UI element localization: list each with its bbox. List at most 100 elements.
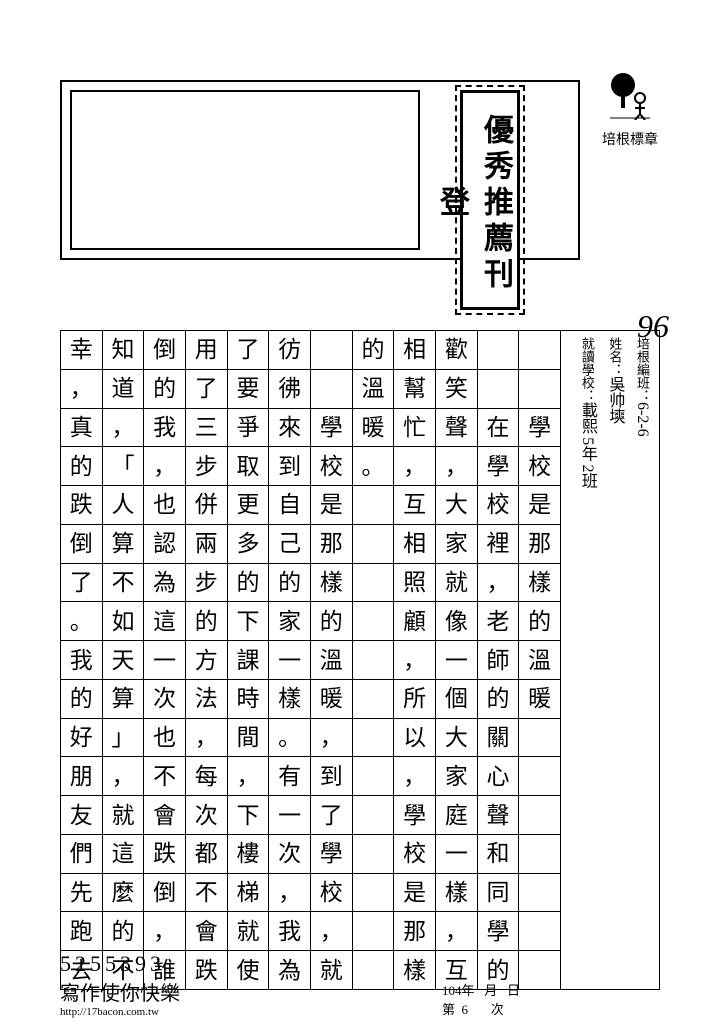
grid-cell: 以 xyxy=(394,719,435,758)
grid-cell: 次 xyxy=(144,680,185,719)
grid-cell: 了 xyxy=(228,331,269,370)
grid-cell: 的 xyxy=(61,447,102,486)
grid-cell: 會 xyxy=(186,912,227,951)
grid-cell: 次 xyxy=(186,796,227,835)
serial-number: 5255393 xyxy=(60,951,660,977)
grid-cell: ， xyxy=(394,757,435,796)
grid-cell xyxy=(353,796,394,835)
grid-cell: 那 xyxy=(394,912,435,951)
grid-cell: 跌 xyxy=(144,835,185,874)
grid-column: 相幫忙，互相照顧，所以，學校是那樣 xyxy=(393,330,435,990)
grid-cell: ， xyxy=(269,874,310,913)
grid-cell: 聲 xyxy=(436,409,477,448)
recommendation-stamp: 優秀推薦刊登 xyxy=(460,90,520,310)
grid-cell xyxy=(353,641,394,680)
grid-cell xyxy=(353,525,394,564)
grid-cell: 己 xyxy=(269,525,310,564)
grid-cell: 的 xyxy=(478,680,519,719)
page-footer: 5255393 寫作使你快樂 http://17bacon.com.tw 104… xyxy=(60,951,660,1018)
grid-cell: 的 xyxy=(61,680,102,719)
grid-cell: 會 xyxy=(144,796,185,835)
grid-cell: 家 xyxy=(269,602,310,641)
grid-cell xyxy=(353,680,394,719)
grid-cell: 跑 xyxy=(61,912,102,951)
grid-cell: 像 xyxy=(436,602,477,641)
grid-cell: 互 xyxy=(394,486,435,525)
grid-cell: 。 xyxy=(61,602,102,641)
grid-cell: 大 xyxy=(436,486,477,525)
grid-cell: 一 xyxy=(269,796,310,835)
grid-cell: 一 xyxy=(436,835,477,874)
grid-cell: 我 xyxy=(144,409,185,448)
grid-cell xyxy=(353,719,394,758)
grid-cell: 相 xyxy=(394,331,435,370)
grid-column: 學校是那樣的溫暖 xyxy=(518,330,560,990)
grid-cell: 知 xyxy=(103,331,144,370)
grid-column: 的溫暖。 xyxy=(352,330,394,990)
grid-cell: 溫 xyxy=(519,641,560,680)
grid-cell: 步 xyxy=(186,447,227,486)
grid-cell: 更 xyxy=(228,486,269,525)
grid-cell xyxy=(519,796,560,835)
badge-label: 培根標章 xyxy=(600,129,660,149)
grid-cell xyxy=(519,719,560,758)
grid-column: 了要爭取更多的下課時間，下樓梯就使 xyxy=(227,330,269,990)
manuscript-grid: 96 培根編班：6-2-6 姓名：吳帅塽 就讀學校：載熙 5年 2班 學校是那樣… xyxy=(60,330,660,990)
grid-cell: 是 xyxy=(311,486,352,525)
grid-cell: 暖 xyxy=(519,680,560,719)
grid-cell: 的 xyxy=(228,564,269,603)
grid-cell: 到 xyxy=(269,447,310,486)
grid-cell xyxy=(311,331,352,370)
grid-cell: 相 xyxy=(394,525,435,564)
grid-cell xyxy=(519,835,560,874)
grid-cell: 彿 xyxy=(269,370,310,409)
grid-cell: 學 xyxy=(394,796,435,835)
grid-cell: 認 xyxy=(144,525,185,564)
grid-cell: ， xyxy=(478,564,519,603)
grid-cell: 和 xyxy=(478,835,519,874)
grid-cell: 了 xyxy=(311,796,352,835)
grid-cell: 老 xyxy=(478,602,519,641)
grid-cell: 樣 xyxy=(311,564,352,603)
grid-cell: ， xyxy=(144,912,185,951)
grid-cell: 忙 xyxy=(394,409,435,448)
grid-cell: 溫 xyxy=(311,641,352,680)
inner-frame xyxy=(70,90,420,250)
grid-cell: ， xyxy=(228,757,269,796)
grid-cell: 道 xyxy=(103,370,144,409)
grid-cell: 校 xyxy=(478,486,519,525)
grid-cell: 的 xyxy=(519,602,560,641)
grid-column: 彷彿來到自己的家一樣。有一次，我為 xyxy=(268,330,310,990)
grid-cell: 就 xyxy=(103,796,144,835)
grid-cell: 友 xyxy=(61,796,102,835)
grid-cell: 們 xyxy=(61,835,102,874)
grid-cell: 一 xyxy=(144,641,185,680)
grid-cell xyxy=(353,912,394,951)
worksheet-page: 優秀推薦刊登 培根標章 96 培根編班：6-2-6 姓名：吳帅塽 xyxy=(60,70,660,270)
grid-column: 幸，真的跌倒了。我的好朋友們先跑去 xyxy=(60,330,102,990)
grid-cell: 的 xyxy=(103,912,144,951)
grid-cell: 家 xyxy=(436,525,477,564)
grid-cell: 學 xyxy=(478,447,519,486)
grid-cell xyxy=(353,874,394,913)
grid-cell: 課 xyxy=(228,641,269,680)
grid-cell: 人 xyxy=(103,486,144,525)
grid-cell: 的 xyxy=(353,331,394,370)
grid-cell: 都 xyxy=(186,835,227,874)
grid-cell xyxy=(478,370,519,409)
grid-cell: 如 xyxy=(103,602,144,641)
grid-cell: 聲 xyxy=(478,796,519,835)
grid-cell: 一 xyxy=(436,641,477,680)
grid-cell: 同 xyxy=(478,874,519,913)
grid-cell: 下 xyxy=(228,796,269,835)
grid-cell: 裡 xyxy=(478,525,519,564)
grid-cell: 就 xyxy=(228,912,269,951)
grid-cell xyxy=(353,835,394,874)
grid-cell: 個 xyxy=(436,680,477,719)
grid-cell: ， xyxy=(144,447,185,486)
date-block: 104年 月 日 第 6 次 xyxy=(442,980,520,1018)
grid-column: 倒的我，也認為這一次也不會跌倒，誰 xyxy=(143,330,185,990)
grid-cell xyxy=(478,331,519,370)
grid-cell: 這 xyxy=(144,602,185,641)
grid-cell: 家 xyxy=(436,757,477,796)
